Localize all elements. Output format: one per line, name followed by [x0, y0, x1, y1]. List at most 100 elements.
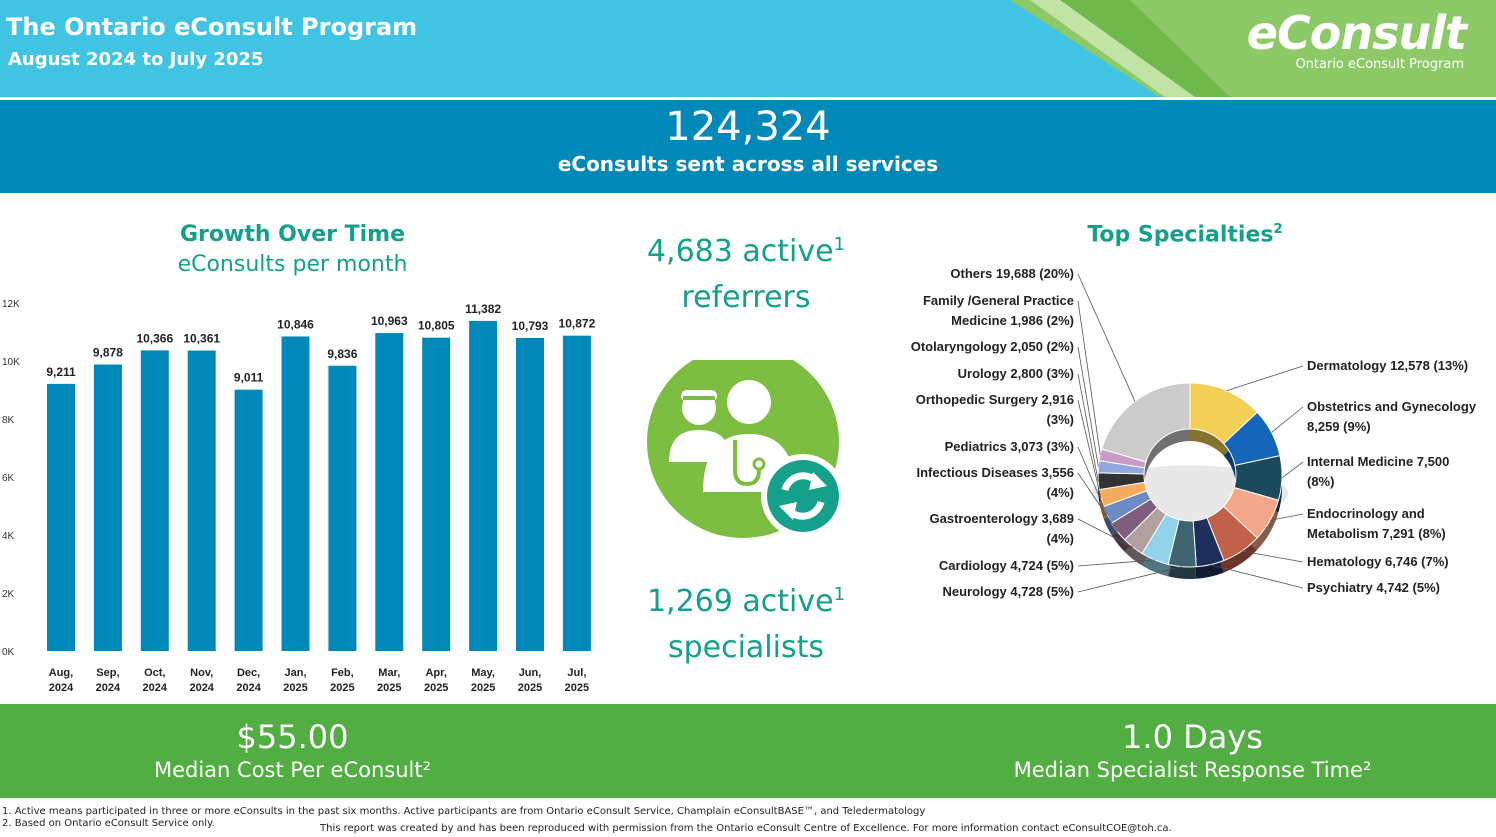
leader-line: [1077, 518, 1134, 548]
bar: [187, 350, 216, 651]
slice-label: Otolaryngology 2,050 (2%): [911, 339, 1074, 354]
active-specialists-count: 1,269 active: [646, 584, 834, 619]
slice-label: Urology 2,800 (3%): [958, 366, 1074, 381]
leader-line: [1241, 550, 1304, 563]
x-tick-label: 2024: [143, 682, 168, 694]
slice-label: Internal Medicine 7,500: [1307, 454, 1449, 469]
x-tick-label: 2024: [236, 682, 261, 694]
growth-bar-chart: 0K 2K 4K 6K 8K 10K 12K 9,211 Aug, 2024 9,878 Sep, 20…: [2, 299, 596, 694]
bar: [328, 365, 357, 651]
active-referrers-footnote-mark: 1: [833, 234, 846, 255]
bar: [93, 364, 122, 651]
bar: [375, 333, 404, 651]
x-tick-label: 2024: [189, 682, 214, 694]
x-tick-label: 2024: [49, 682, 74, 694]
bar-value-label: 10,793: [512, 319, 549, 333]
slice-label: Obstetrics and Gynecology: [1307, 399, 1477, 414]
slice-label: Orthopedic Surgery 2,916: [916, 392, 1074, 407]
x-tick-label: 2025: [518, 682, 542, 694]
x-tick-label: 2024: [96, 682, 121, 694]
x-tick-label: 2025: [424, 682, 448, 694]
leader-line: [1077, 472, 1118, 533]
leader-line: [1077, 399, 1102, 499]
active-specialists-label: specialists: [667, 630, 825, 665]
slice-label: Dermatology 12,578 (13%): [1307, 358, 1468, 373]
y-tick-label: 4K: [2, 531, 15, 542]
growth-chart-subtitle: eConsults per month: [177, 252, 408, 277]
slice-label: Hematology 6,746 (7%): [1307, 554, 1449, 569]
slice-label: Gastroenterology 3,689: [930, 511, 1075, 526]
bar-value-label: 11,382: [465, 302, 501, 316]
footnote-2: 2. Based on Ontario eConsult Service onl…: [2, 818, 215, 829]
total-econsults-label: eConsults sent across all services: [557, 152, 939, 176]
y-tick-label: 0K: [2, 647, 15, 658]
active-specialists-footnote-mark: 1: [833, 584, 846, 605]
leader-line: [1226, 365, 1304, 392]
median-cost-value: $55.00: [236, 718, 349, 756]
leader-line: [1269, 513, 1304, 521]
bar: [234, 389, 263, 651]
x-tick-label: 2025: [283, 682, 307, 694]
x-tick-label: Apr,: [425, 667, 446, 679]
bar: [422, 337, 451, 651]
slice-label: Cardiology 4,724 (5%): [939, 558, 1074, 573]
bar: [281, 336, 310, 651]
active-referrers-metric: 4,683 active1 referrers: [586, 222, 906, 321]
bar-value-label: 10,805: [418, 319, 455, 333]
bar-value-label: 9,878: [93, 346, 123, 360]
slice-label: (4%): [1047, 485, 1074, 500]
x-tick-label: Dec,: [237, 667, 260, 679]
y-tick-label: 6K: [2, 473, 15, 484]
slice-label: (4%): [1047, 531, 1074, 546]
leader-line: [1077, 300, 1101, 455]
x-tick-label: 2025: [565, 682, 589, 694]
bar-value-label: 10,872: [559, 317, 596, 331]
leader-line: [1077, 446, 1108, 516]
slice-label: Medicine 1,986 (2%): [951, 313, 1074, 328]
median-response-value: 1.0 Days: [1122, 718, 1263, 756]
x-tick-label: 2025: [330, 682, 354, 694]
top-specialties-donut-chart: Dermatology 12,578 (13%) Obstetrics and G…: [911, 266, 1477, 599]
slice-label: Metabolism 7,291 (8%): [1307, 526, 1446, 541]
x-tick-label: Mar,: [378, 667, 400, 679]
growth-chart-title: Growth Over Time: [179, 222, 406, 247]
leader-line: [1271, 406, 1304, 433]
total-banner: 124,324 eConsults sent across all servic…: [0, 100, 1496, 193]
slice-label: Neurology 4,728 (5%): [943, 584, 1075, 599]
donut-slice: [1101, 382, 1191, 463]
header-banner: The Ontario eConsult Program August 2024…: [0, 0, 1496, 97]
bar-value-label: 9,211: [46, 365, 76, 379]
x-tick-label: Jun,: [519, 667, 542, 679]
active-referrers-count: 4,683 active: [646, 234, 834, 269]
leader-line: [1077, 273, 1136, 402]
slice-label: Others 19,688 (20%): [950, 266, 1074, 281]
page-title: The Ontario eConsult Program: [6, 13, 418, 41]
leader-line: [1077, 559, 1155, 567]
header-decoration: [1010, 0, 1496, 97]
slice-label: (3%): [1047, 412, 1074, 427]
doctors-sync-icon: [647, 360, 845, 538]
bar-value-label: 10,361: [183, 332, 220, 346]
leader-line: [1077, 566, 1183, 593]
econsult-logo-subtext: Ontario eConsult Program: [1295, 57, 1464, 72]
bar-value-label: 9,011: [234, 371, 264, 385]
report-credit: This report was created by and has been …: [320, 823, 1172, 834]
slice-label: Pediatrics 3,073 (3%): [945, 439, 1074, 454]
bar: [562, 335, 591, 651]
slice-label: Family /General Practice: [923, 293, 1074, 308]
leader-line: [1210, 564, 1304, 589]
bar-value-label: 9,836: [327, 347, 357, 361]
bar: [469, 320, 498, 651]
x-tick-label: Jul,: [567, 667, 586, 679]
y-tick-label: 2K: [2, 589, 15, 600]
leader-line: [1077, 373, 1099, 482]
x-tick-label: 2025: [471, 682, 495, 694]
top-specialties-title: Top Specialties2: [1040, 222, 1330, 247]
y-tick-label: 10K: [2, 357, 20, 368]
summary-banner: $55.00 Median Cost Per eConsult² 1.0 Day…: [0, 704, 1496, 798]
median-cost-label: Median Cost Per eConsult²: [153, 758, 432, 782]
slice-label: Endocrinology and: [1307, 506, 1425, 521]
x-tick-label: Jan,: [284, 667, 306, 679]
x-tick-label: Aug,: [49, 667, 73, 679]
x-tick-label: Oct,: [144, 667, 165, 679]
